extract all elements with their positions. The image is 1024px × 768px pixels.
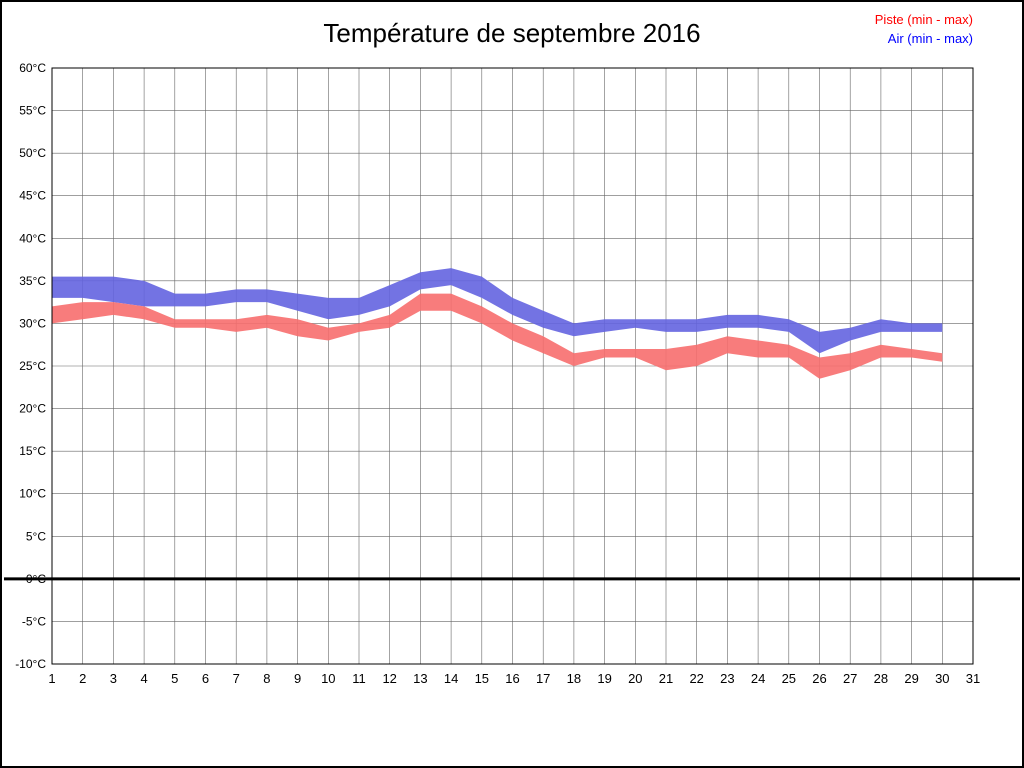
x-tick-label: 8 (263, 671, 270, 686)
x-tick-label: 5 (171, 671, 178, 686)
x-tick-label: 25 (782, 671, 796, 686)
x-tick-label: 2 (79, 671, 86, 686)
y-tick-label: 35°C (19, 274, 46, 288)
y-tick-label: 55°C (19, 104, 46, 118)
y-tick-label: 20°C (19, 402, 46, 416)
y-tick-label: 5°C (26, 529, 46, 543)
y-tick-label: 30°C (19, 316, 46, 330)
x-tick-label: 22 (689, 671, 703, 686)
y-tick-label: 25°C (19, 359, 46, 373)
x-tick-label: 16 (505, 671, 519, 686)
legend-piste-label: Piste (min - max) (875, 12, 973, 27)
chart-title: Température de septembre 2016 (323, 18, 700, 48)
x-tick-label: 29 (904, 671, 918, 686)
x-tick-label: 13 (413, 671, 427, 686)
y-tick-label: 15°C (19, 444, 46, 458)
x-tick-label: 28 (874, 671, 888, 686)
x-tick-label: 23 (720, 671, 734, 686)
x-tick-label: 12 (382, 671, 396, 686)
x-tick-label: 26 (812, 671, 826, 686)
y-tick-label: 10°C (19, 487, 46, 501)
x-tick-label: 4 (140, 671, 147, 686)
y-tick-label: 60°C (19, 61, 46, 75)
y-tick-label: -5°C (22, 614, 46, 628)
y-tick-label: 40°C (19, 231, 46, 245)
legend-air-label: Air (min - max) (888, 31, 973, 46)
axes (4, 67, 1020, 665)
x-tick-label: 11 (352, 671, 366, 686)
x-tick-label: 9 (294, 671, 301, 686)
x-tick-label: 17 (536, 671, 550, 686)
y-tick-label: 45°C (19, 189, 46, 203)
x-tick-label: 1 (48, 671, 55, 686)
x-tick-label: 15 (475, 671, 489, 686)
y-tick-label: -10°C (15, 657, 46, 671)
x-tick-label: 27 (843, 671, 857, 686)
x-tick-label: 30 (935, 671, 949, 686)
x-tick-label: 20 (628, 671, 642, 686)
y-tick-label: 50°C (19, 146, 46, 160)
x-tick-label: 10 (321, 671, 335, 686)
x-tick-label: 18 (567, 671, 581, 686)
x-tick-label: 6 (202, 671, 209, 686)
x-tick-label: 31 (966, 671, 980, 686)
x-tick-label: 14 (444, 671, 458, 686)
x-tick-label: 7 (233, 671, 240, 686)
y-tick-label: 0°C (26, 572, 46, 586)
axis-tick-labels: 1 2 3 4 5 6 7 8 9 10 11 12 13 14 15 16 17 18 19 20 21 22 23 24 2… (15, 61, 980, 686)
x-tick-label: 21 (659, 671, 673, 686)
x-tick-label: 24 (751, 671, 765, 686)
x-tick-label: 19 (597, 671, 611, 686)
x-tick-label: 3 (110, 671, 117, 686)
